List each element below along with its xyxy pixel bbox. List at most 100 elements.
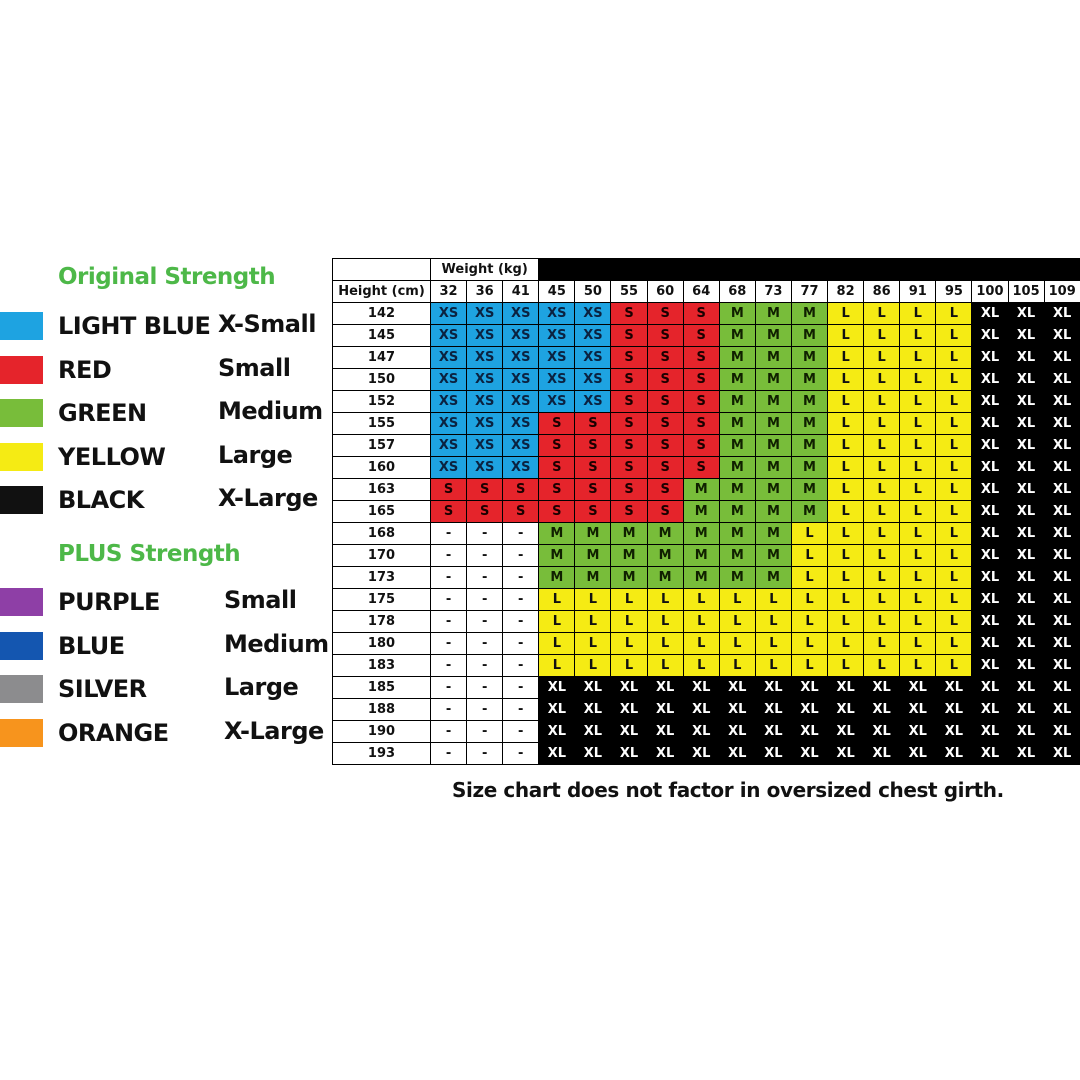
size-cell: XS [466, 412, 504, 435]
size-cell: XL [1043, 412, 1080, 435]
size-cell: L [718, 654, 756, 677]
size-cell: - [466, 522, 504, 545]
size-cell: L [935, 390, 973, 413]
size-cell: S [574, 500, 612, 523]
table-row: 163 S S S S S S S M M M M L L L L XL XL XL [332, 478, 1080, 501]
size-cell: XL [538, 676, 576, 699]
size-cell: M [754, 544, 792, 567]
size-cell: XL [863, 698, 901, 721]
size-cell: XL [1043, 368, 1080, 391]
size-cell: L [935, 478, 973, 501]
size-cell: L [863, 588, 901, 611]
size-cell: XS [466, 302, 504, 325]
size-cell: L [935, 632, 973, 655]
size-cell: XL [682, 676, 720, 699]
size-cell: XL [1043, 742, 1080, 765]
size-cell: XS [429, 412, 468, 435]
size-chart-table: Weight (kg) Height (cm) 32 36 41 45 50 55 60 64 68… [332, 258, 1080, 765]
size-cell: XS [538, 368, 576, 391]
legend-size-name: Small [218, 353, 291, 382]
size-cell: XL [1007, 302, 1045, 325]
size-cell: XL [1043, 610, 1080, 633]
legend-item-red: RED Small [0, 354, 330, 386]
size-cell: M [610, 544, 648, 567]
size-cell: S [646, 412, 684, 435]
legend-color-name: LIGHT BLUE [58, 312, 211, 340]
size-cell: XL [610, 742, 648, 765]
legend-size-name: X-Large [224, 716, 324, 745]
size-cell: - [466, 566, 504, 589]
size-cell: L [935, 610, 973, 633]
size-cell: L [827, 588, 865, 611]
size-cell: XL [610, 720, 648, 743]
size-cell: L [682, 654, 720, 677]
size-cell: L [827, 412, 865, 435]
height-tick: 190 [332, 720, 431, 743]
size-cell: S [646, 500, 684, 523]
size-cell: XL [1043, 346, 1080, 369]
size-cell: XL [718, 742, 756, 765]
size-cell: L [935, 368, 973, 391]
size-cell: L [790, 566, 829, 589]
size-cell: S [682, 456, 720, 479]
size-cell: XL [863, 742, 901, 765]
size-cell: XS [502, 368, 540, 391]
size-cell: XL [971, 302, 1009, 325]
size-cell: XL [971, 676, 1009, 699]
size-cell: M [754, 522, 792, 545]
size-cell: L [863, 456, 901, 479]
size-cell: XS [429, 346, 468, 369]
height-tick: 173 [332, 566, 431, 589]
size-cell: XL [574, 742, 612, 765]
size-cell: XL [1007, 434, 1045, 457]
size-cell: M [790, 500, 829, 523]
size-cell: S [538, 456, 576, 479]
size-cell: S [429, 500, 468, 523]
size-cell: XL [1007, 390, 1045, 413]
size-cell: L [863, 500, 901, 523]
size-cell: L [863, 346, 901, 369]
size-cell: XS [466, 456, 504, 479]
size-cell: S [646, 478, 684, 501]
size-cell: L [827, 544, 865, 567]
legend-item-yellow: YELLOW Large [0, 441, 330, 473]
weight-tick: 32 [429, 280, 468, 303]
size-cell: S [502, 478, 540, 501]
size-cell: L [863, 654, 901, 677]
size-cell: XS [538, 390, 576, 413]
size-cell: S [538, 500, 576, 523]
size-cell: M [682, 544, 720, 567]
size-cell: XS [574, 324, 612, 347]
size-cell: XS [538, 324, 576, 347]
size-cell: M [754, 346, 792, 369]
size-cell: M [718, 544, 756, 567]
weight-tick: 68 [718, 280, 756, 303]
size-cell: L [610, 654, 648, 677]
size-cell: L [899, 346, 937, 369]
size-cell: L [610, 610, 648, 633]
color-swatch [0, 355, 43, 384]
size-cell: S [574, 412, 612, 435]
size-cell: M [646, 566, 684, 589]
size-cell: M [718, 522, 756, 545]
size-cell: L [899, 566, 937, 589]
size-cell: XL [971, 632, 1009, 655]
size-cell: S [610, 346, 648, 369]
size-cell: M [718, 324, 756, 347]
size-cell: L [899, 478, 937, 501]
legend-color-name: BLUE [58, 631, 125, 660]
height-tick: 142 [332, 302, 431, 325]
size-cell: XL [971, 478, 1009, 501]
color-swatch [0, 486, 43, 514]
size-cell: M [790, 456, 829, 479]
legend-item-black: BLACK X-Large [0, 484, 330, 516]
legend-color-name: YELLOW [58, 442, 166, 471]
size-cell: L [863, 544, 901, 567]
size-cell: XL [1007, 456, 1045, 479]
size-cell: XL [971, 566, 1009, 589]
legend-color-name: PURPLE [58, 588, 160, 616]
size-cell: L [827, 500, 865, 523]
size-cell: XL [971, 434, 1009, 457]
size-cell: XS [574, 346, 612, 369]
size-cell: - [466, 720, 504, 743]
